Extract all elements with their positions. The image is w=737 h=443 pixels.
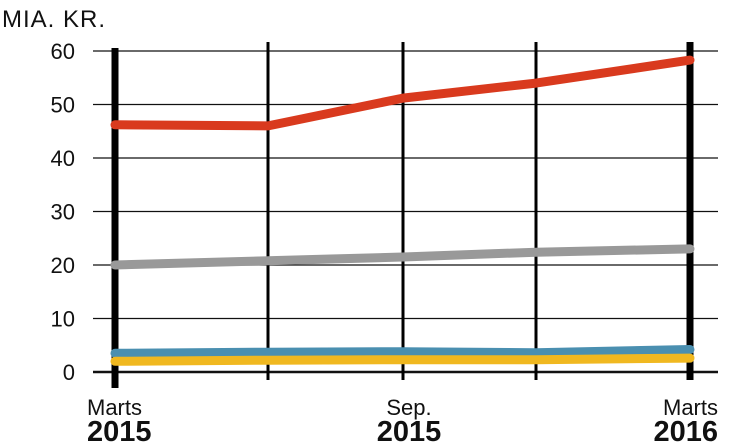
xtick-label-0: Marts <box>87 395 142 420</box>
ytick-label-20: 20 <box>51 253 75 278</box>
ytick-label-30: 30 <box>51 200 75 225</box>
ytick-label-0: 0 <box>63 360 75 385</box>
xtick-label-2: Sep. <box>386 395 431 420</box>
ytick-label-60: 60 <box>51 39 75 64</box>
ytick-label-50: 50 <box>51 93 75 118</box>
xtick-year-4: 2016 <box>653 416 718 443</box>
vertical-gridlines <box>111 42 694 388</box>
xtick-label-4: Marts <box>663 395 718 420</box>
series-line-3 <box>110 353 695 366</box>
series-line-1 <box>110 244 695 270</box>
series-group <box>110 55 695 366</box>
series-line-0 <box>110 55 695 131</box>
series-line-2 <box>110 345 695 358</box>
ytick-label-40: 40 <box>51 146 75 171</box>
ytick-label-10: 10 <box>51 307 75 332</box>
xtick-year-0: 2015 <box>87 416 152 443</box>
xtick-year-2: 2015 <box>377 416 442 443</box>
unit-label: MIA. KR. <box>2 6 106 33</box>
y-axis-ticks: 0 10 20 30 40 50 60 <box>51 39 75 385</box>
